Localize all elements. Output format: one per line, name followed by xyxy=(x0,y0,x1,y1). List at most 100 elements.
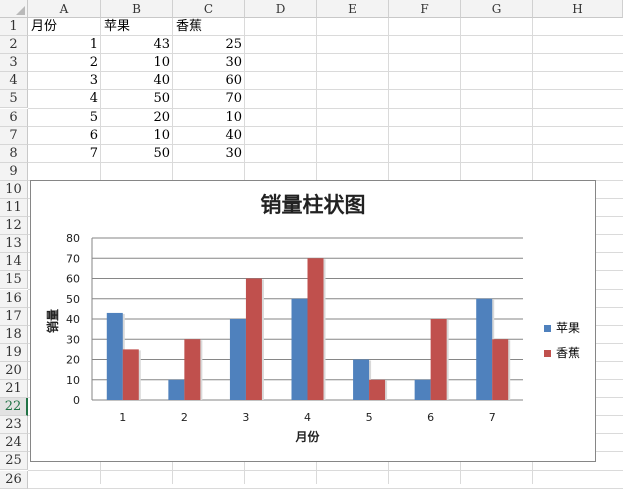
bar-香蕉-2 xyxy=(184,339,201,400)
y-tick-label: 30 xyxy=(66,333,80,346)
row-header-26[interactable]: 26 xyxy=(0,470,28,489)
row-header-13[interactable]: 13 xyxy=(0,235,28,254)
row-header-12[interactable]: 12 xyxy=(0,217,28,236)
column-header-f[interactable]: F xyxy=(389,0,461,18)
row-gridline xyxy=(28,487,623,489)
embedded-chart[interactable]: 销量柱状图 0 10 20 30 40 50 60 70 80 1 2 3 4 5 6 7 月份 销量 苹果 香蕉 xyxy=(30,180,596,462)
y-axis-title: 销量 xyxy=(45,309,60,333)
x-tick-label: 7 xyxy=(489,411,496,424)
row-header-6[interactable]: 6 xyxy=(0,108,28,127)
cell-a4[interactable]: 3 xyxy=(89,73,98,89)
bar-苹果-3 xyxy=(229,319,246,400)
row-gridline xyxy=(28,107,623,109)
cell-a3[interactable]: 2 xyxy=(89,55,98,71)
row-header-10[interactable]: 10 xyxy=(0,180,28,199)
bar-苹果-6 xyxy=(414,379,431,400)
select-all-corner[interactable] xyxy=(0,0,28,18)
bar-香蕉-1 xyxy=(122,349,139,400)
row-header-2[interactable]: 2 xyxy=(0,36,28,55)
bar-香蕉-5 xyxy=(369,379,386,400)
y-tick-label: 20 xyxy=(66,354,80,367)
row-header-15[interactable]: 15 xyxy=(0,271,28,290)
row-header-21[interactable]: 21 xyxy=(0,380,28,398)
column-header-c[interactable]: C xyxy=(173,0,245,18)
x-tick-label: 5 xyxy=(366,411,373,424)
row-gridline xyxy=(28,89,623,91)
cell-b3[interactable]: 10 xyxy=(153,55,170,71)
column-header-h[interactable]: H xyxy=(533,0,623,18)
row-header-17[interactable]: 17 xyxy=(0,307,28,326)
y-tick-label: 10 xyxy=(66,374,80,387)
row-header-25[interactable]: 25 xyxy=(0,452,28,471)
cell-b5[interactable]: 50 xyxy=(153,91,170,107)
y-tick-label: 50 xyxy=(66,293,80,306)
bar-苹果-5 xyxy=(353,359,370,400)
row-header-11[interactable]: 11 xyxy=(0,199,28,217)
row-header-18[interactable]: 18 xyxy=(0,325,28,344)
cell-c7[interactable]: 40 xyxy=(225,127,242,143)
row-header-14[interactable]: 14 xyxy=(0,253,28,272)
cell-c4[interactable]: 60 xyxy=(225,73,242,89)
row-header-3[interactable]: 3 xyxy=(0,54,28,73)
cell-a6[interactable]: 5 xyxy=(89,109,98,125)
column-header-b[interactable]: B xyxy=(101,0,173,18)
cell-header-c[interactable]: 香蕉 xyxy=(176,19,203,34)
cell-a7[interactable]: 6 xyxy=(89,127,98,143)
row-header-4[interactable]: 4 xyxy=(0,72,28,91)
legend-label: 香蕉 xyxy=(556,346,581,360)
row-gridline xyxy=(28,161,623,163)
row-gridline xyxy=(28,35,623,37)
x-tick-label: 4 xyxy=(304,411,311,424)
cell-b8[interactable]: 50 xyxy=(153,145,170,161)
chart-plot: 0 10 20 30 40 50 60 70 80 1 2 3 4 5 6 7 月份 销量 xyxy=(45,232,523,444)
y-tick-label: 70 xyxy=(66,252,80,265)
legend-label: 苹果 xyxy=(556,321,581,335)
legend-swatch-icon xyxy=(544,325,551,332)
cell-b7[interactable]: 10 xyxy=(153,127,170,143)
chart-title: 销量柱状图 xyxy=(260,192,366,217)
row-header-1[interactable]: 1 xyxy=(0,18,28,36)
cell-c3[interactable]: 30 xyxy=(225,55,242,71)
x-tick-label: 2 xyxy=(181,411,188,424)
row-gridline xyxy=(28,53,623,55)
y-tick-label: 60 xyxy=(66,273,80,286)
row-header-20[interactable]: 20 xyxy=(0,361,28,380)
bar-香蕉-3 xyxy=(245,278,262,400)
x-tick-label: 1 xyxy=(119,411,126,424)
column-header-a[interactable]: A xyxy=(28,0,101,18)
row-header-22[interactable]: 22 xyxy=(0,398,28,417)
column-header-d[interactable]: D xyxy=(245,0,317,18)
column-header-g[interactable]: G xyxy=(461,0,533,18)
cell-b2[interactable]: 43 xyxy=(153,37,170,53)
cell-a5[interactable]: 4 xyxy=(89,91,98,107)
cell-c6[interactable]: 10 xyxy=(225,109,242,125)
row-header-7[interactable]: 7 xyxy=(0,126,28,145)
cell-a8[interactable]: 7 xyxy=(89,145,98,161)
row-header-23[interactable]: 23 xyxy=(0,416,28,435)
cell-b6[interactable]: 20 xyxy=(153,109,170,125)
row-header-8[interactable]: 8 xyxy=(0,144,28,163)
column-header-e[interactable]: E xyxy=(317,0,389,18)
row-header-19[interactable]: 19 xyxy=(0,343,28,362)
y-tick-label: 80 xyxy=(66,232,80,245)
y-tick-label: 40 xyxy=(66,313,80,326)
cell-c2[interactable]: 25 xyxy=(225,37,242,53)
row-header-9[interactable]: 9 xyxy=(0,162,28,181)
y-tick-label: 0 xyxy=(73,394,80,407)
bar-香蕉-4 xyxy=(307,258,324,400)
legend-swatch-icon xyxy=(544,350,551,357)
cell-a2[interactable]: 1 xyxy=(89,37,98,53)
x-axis-title: 月份 xyxy=(294,429,320,444)
x-tick-label: 3 xyxy=(242,411,249,424)
cell-header-a[interactable]: 月份 xyxy=(31,19,58,34)
cell-b4[interactable]: 40 xyxy=(153,73,170,89)
cell-c8[interactable]: 30 xyxy=(225,145,242,161)
legend-item-苹果: 苹果 xyxy=(544,320,580,336)
cell-c5[interactable]: 70 xyxy=(225,91,242,107)
cell-header-b[interactable]: 苹果 xyxy=(104,19,131,34)
row-header-5[interactable]: 5 xyxy=(0,90,28,109)
select-all-triangle-icon xyxy=(16,6,25,15)
row-header-16[interactable]: 16 xyxy=(0,289,28,308)
row-header-24[interactable]: 24 xyxy=(0,434,28,453)
